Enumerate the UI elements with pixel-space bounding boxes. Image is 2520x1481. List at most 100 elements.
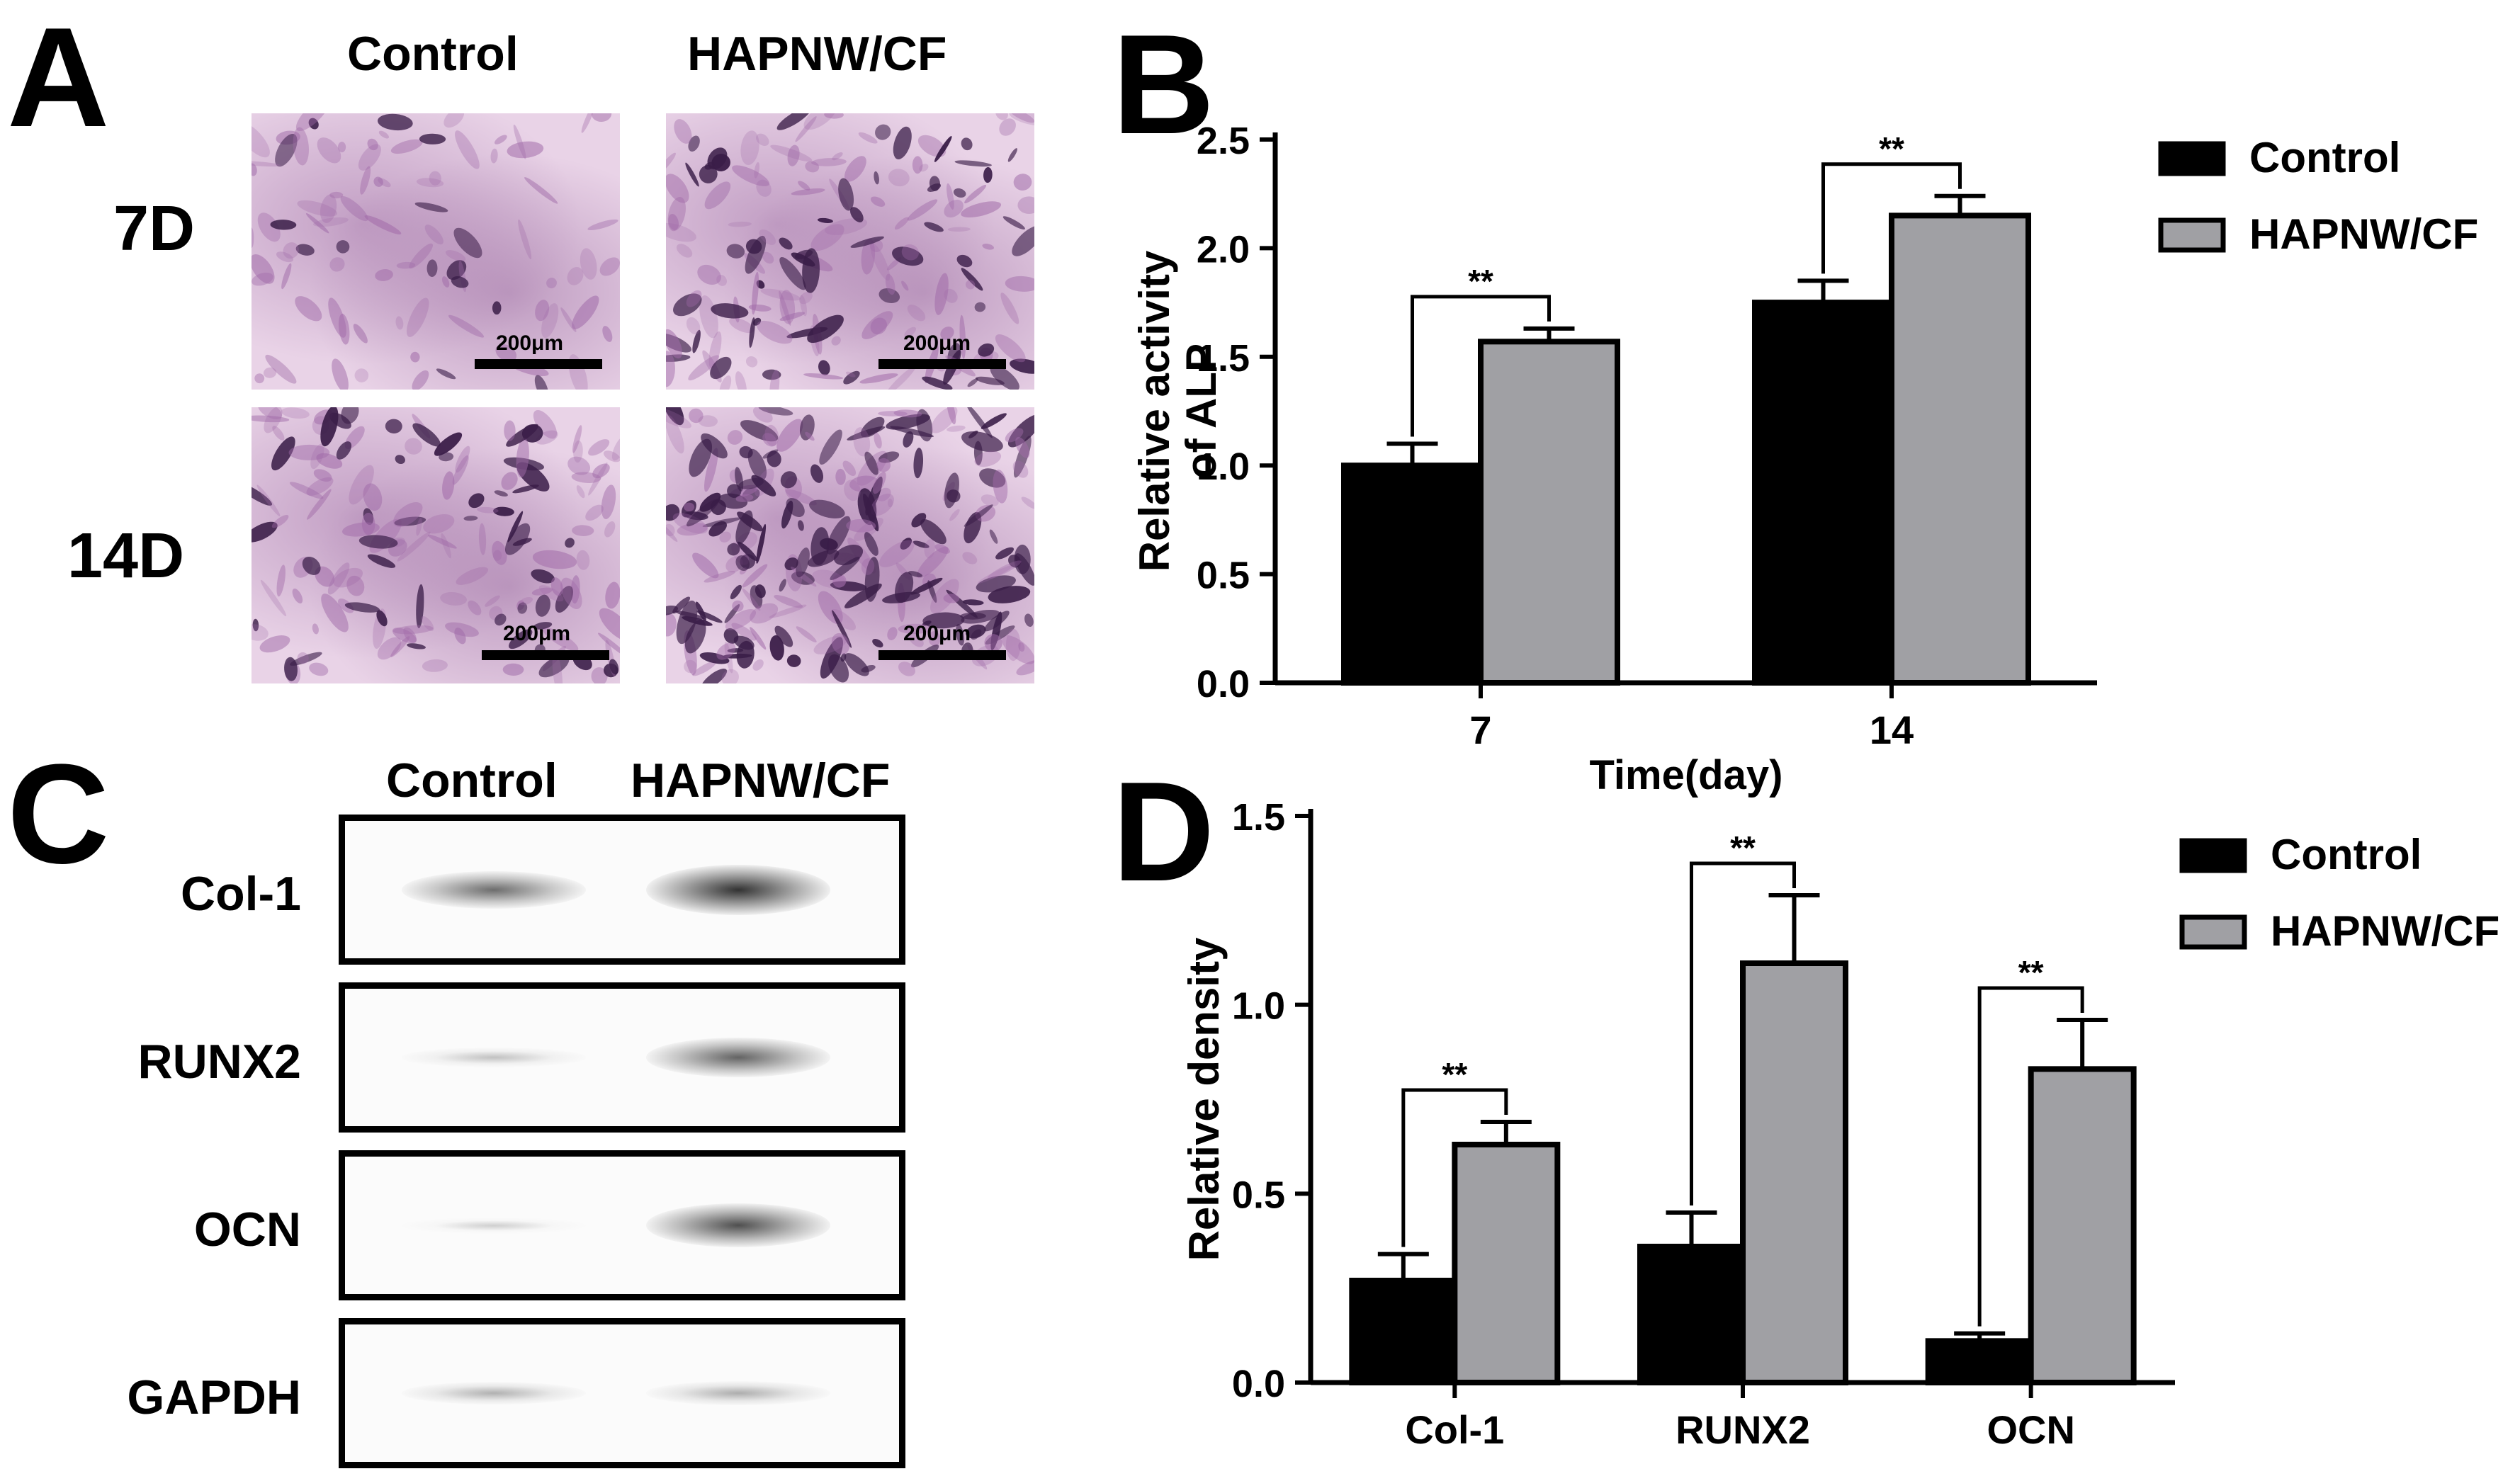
x-tick-label: RUNX2	[1676, 1407, 1810, 1452]
stain-cell	[947, 227, 971, 232]
stain-cell	[946, 183, 954, 210]
stain-cell	[256, 484, 281, 517]
stain-cell	[349, 465, 374, 505]
stain-cell	[611, 435, 620, 461]
stain-cell	[967, 378, 978, 387]
stain-cell	[888, 169, 910, 187]
stain-cell	[927, 183, 942, 192]
stain-cell	[426, 259, 438, 278]
stain-cell	[455, 130, 480, 169]
stain-cell	[964, 504, 993, 527]
stain-cell	[581, 113, 595, 133]
stain-cell	[327, 562, 350, 595]
stain-cell	[858, 132, 878, 144]
blot-panel	[339, 1150, 905, 1300]
stain-cell	[819, 429, 842, 465]
stain-cell	[759, 229, 776, 245]
stain-cell	[289, 652, 322, 666]
stain-cell	[807, 314, 844, 344]
stain-cell	[830, 608, 856, 630]
stain-cell	[576, 550, 590, 570]
stain-cell	[1021, 496, 1034, 509]
stain-cell	[795, 116, 817, 142]
band-control	[402, 1382, 586, 1405]
scale-bar-label: 200μm	[496, 331, 564, 355]
stain-cell	[993, 470, 1008, 504]
stain-cell	[805, 431, 815, 441]
stain-cell	[738, 541, 758, 562]
stain-cell	[492, 550, 502, 561]
stain-cell	[981, 494, 999, 506]
stain-cell	[592, 463, 610, 479]
stain-cell	[912, 156, 923, 174]
stain-cell	[363, 483, 383, 511]
stain-cell	[844, 583, 882, 608]
stain-cell	[798, 520, 804, 531]
stain-cell	[764, 424, 779, 446]
stain-cell	[885, 273, 895, 295]
significance-bracket	[1690, 861, 1796, 1205]
stain-cell	[445, 250, 466, 261]
stain-cell	[416, 518, 422, 536]
stain-cell	[812, 569, 846, 589]
stain-cell	[874, 171, 879, 185]
stain-cell	[769, 369, 780, 390]
stain-cell	[666, 522, 678, 543]
stain-cell	[281, 407, 310, 419]
stain-cell	[560, 577, 582, 609]
stain-cell	[364, 215, 402, 234]
stain-cell	[317, 137, 341, 164]
stain-cell	[565, 538, 575, 548]
stain-cell	[673, 293, 702, 317]
stain-cell	[1017, 196, 1034, 215]
stain-cell	[338, 142, 346, 153]
stain-cell	[861, 311, 893, 339]
stain-cell	[749, 317, 755, 348]
stain-cell	[427, 534, 457, 549]
stain-cell	[493, 506, 514, 516]
stain-cell	[995, 334, 1026, 363]
stain-cell	[825, 217, 868, 235]
stain-cell	[704, 448, 718, 492]
y-tick-label: 1.0	[1232, 985, 1285, 1028]
stain-cell	[283, 242, 299, 259]
stain-cell	[750, 627, 767, 650]
stain-cell	[666, 523, 675, 537]
stain-cell	[534, 375, 549, 390]
stain-cell	[1005, 628, 1021, 662]
stain-cell	[254, 373, 265, 384]
stain-cell	[576, 485, 585, 499]
stain-cell	[666, 354, 691, 362]
stain-cell	[1005, 428, 1024, 443]
stain-cell	[708, 331, 722, 369]
stain-cell	[416, 178, 444, 188]
stain-cell	[252, 521, 278, 543]
stain-cell	[838, 178, 854, 211]
stain-cell	[961, 137, 973, 151]
bar-hapnw-cf	[1478, 339, 1620, 686]
stain-cell	[922, 376, 953, 390]
stain-cell	[666, 504, 680, 521]
band-treated	[646, 864, 830, 915]
stain-cell	[895, 572, 914, 603]
stain-cell	[360, 166, 371, 195]
stain-cell	[894, 217, 909, 230]
stain-cell	[373, 176, 383, 187]
stain-cell	[599, 608, 620, 642]
stain-cell	[336, 441, 352, 460]
bar-hapnw-cf	[2028, 1066, 2137, 1385]
stain-cell	[875, 124, 891, 140]
band-control	[402, 870, 586, 909]
stain-cell	[752, 659, 764, 671]
stain-cell	[518, 219, 532, 260]
panel-c-letter: C	[7, 735, 110, 893]
stain-cell	[784, 557, 798, 571]
stain-cell	[949, 509, 960, 521]
stain-cell	[601, 484, 616, 519]
stain-cell	[735, 494, 754, 502]
stain-cell	[308, 118, 319, 130]
stain-cell	[864, 532, 878, 556]
stain-cell	[995, 113, 1008, 120]
stain-cell	[900, 538, 912, 550]
stain-cell	[506, 424, 538, 447]
